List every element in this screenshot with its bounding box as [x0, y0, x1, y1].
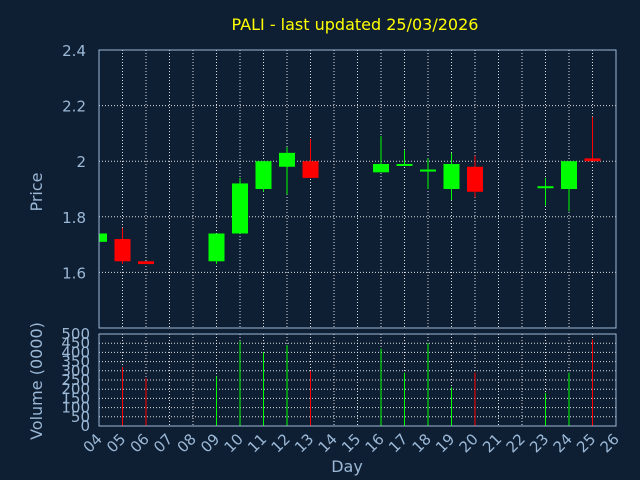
candle-body: [99, 233, 107, 242]
volume-tick-label: 150: [61, 389, 90, 407]
volume-tick-label: 500: [61, 325, 90, 343]
candle-body: [114, 239, 131, 262]
candle-body: [279, 152, 295, 167]
price-tick-label: 1.6: [62, 264, 86, 282]
candle-18: [420, 158, 436, 189]
volume-tick-label: 50: [71, 408, 90, 426]
candle-23: [537, 177, 554, 206]
x-tick-label: 15: [338, 430, 364, 456]
x-tick-labels: 0405060708091011121314151617181920212223…: [80, 430, 623, 456]
candles: [98, 116, 601, 265]
x-tick-label: 06: [127, 430, 153, 456]
candle-body: [537, 186, 554, 189]
price-tick-label: 2.4: [62, 42, 86, 60]
candle-body: [467, 166, 483, 192]
x-tick-label: 20: [456, 430, 482, 456]
x-tick-label: 17: [385, 430, 411, 456]
x-axis-label: Day: [331, 457, 363, 476]
volume-tick-label: 250: [61, 371, 90, 389]
candle-body: [373, 163, 389, 173]
price-tick-label: 1.8: [62, 209, 86, 227]
candle-body: [443, 163, 460, 189]
volume-tick-label: 400: [61, 343, 90, 361]
x-tick-label: 25: [573, 430, 599, 456]
candle-24: [561, 161, 577, 212]
candle-body: [561, 161, 577, 189]
price-axis-label: Price: [27, 172, 46, 211]
candle-body: [208, 233, 225, 262]
x-tick-label: 24: [550, 430, 576, 456]
volume-tick-label: 100: [61, 399, 90, 417]
x-tick-label: 18: [409, 430, 435, 456]
candle-17: [396, 150, 413, 166]
candle-06: [138, 261, 154, 265]
volume-bars: [122, 339, 593, 426]
candle-20: [467, 155, 483, 198]
price-tick-label: 2.2: [62, 98, 86, 116]
candle-body: [232, 183, 248, 234]
volume-tick-label: 450: [61, 334, 90, 352]
volume-grid: [99, 333, 616, 427]
x-tick-label: 08: [174, 430, 200, 456]
candle-05: [114, 227, 131, 265]
x-tick-label: 09: [197, 430, 223, 456]
x-tick-label: 14: [315, 430, 341, 456]
x-tick-label: 26: [597, 430, 623, 456]
candle-body: [255, 161, 272, 189]
x-tick-label: 16: [362, 430, 388, 456]
x-tick-label: 11: [244, 430, 270, 456]
x-tick-label: 19: [432, 430, 458, 456]
candle-10: [232, 177, 248, 234]
candle-19: [443, 152, 460, 201]
candle-body: [302, 161, 319, 178]
x-tick-label: 21: [479, 430, 505, 456]
candle-body: [420, 169, 436, 172]
price-tick-label: 2: [76, 153, 86, 171]
price-grid: [99, 49, 616, 328]
candle-12: [279, 147, 295, 195]
chart-title: PALI - last updated 25/03/2026: [232, 15, 479, 34]
x-tick-label: 07: [150, 430, 176, 456]
volume-plot-frame: [98, 333, 617, 427]
candle-16: [373, 136, 389, 173]
candle-body: [138, 261, 154, 265]
x-tick-label: 22: [503, 430, 529, 456]
candle-body: [396, 163, 413, 166]
x-tick-label: 05: [103, 430, 129, 456]
volume-tick-label: 300: [61, 362, 90, 380]
x-tick-label: 23: [526, 430, 552, 456]
candle-25: [584, 116, 601, 162]
x-tick-label: 10: [221, 430, 247, 456]
candle-04: [98, 233, 107, 242]
candle-09: [208, 233, 225, 265]
price-plot-frame: [98, 49, 617, 329]
price-tick-labels: 1.6 1.8 2 2.2 2.4: [62, 42, 86, 282]
candle-13: [302, 138, 319, 178]
volume-tick-label: 200: [61, 380, 90, 398]
volume-tick-label: 350: [61, 353, 90, 371]
candle-body: [584, 158, 601, 162]
x-tick-label: 12: [268, 430, 294, 456]
volume-tick-label: 0: [80, 417, 90, 435]
volume-axis-label: Volume (0000): [27, 322, 46, 440]
x-tick-label: 13: [291, 430, 317, 456]
candle-11: [255, 161, 272, 192]
